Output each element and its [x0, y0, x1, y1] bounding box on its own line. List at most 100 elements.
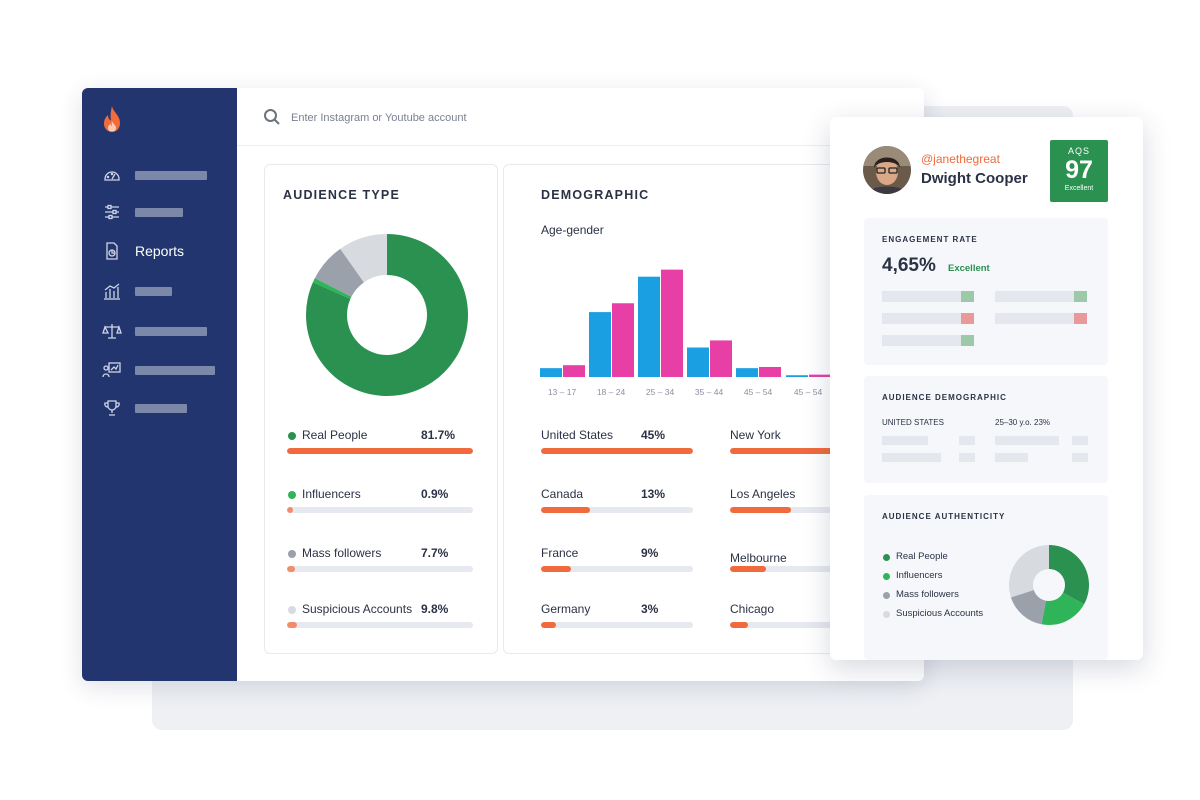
progress-track: [541, 448, 693, 454]
progress-track: [730, 507, 882, 513]
audience-type-value: 81.7%: [421, 428, 456, 442]
progress-track: [730, 448, 882, 454]
sidebar-item-placeholder: [135, 327, 207, 336]
presentation-icon: [102, 362, 121, 378]
age-gender-bar[interactable]: [736, 368, 758, 377]
sidebar-item-analytics[interactable]: [102, 281, 172, 301]
aqs-score: 97: [1065, 156, 1093, 184]
x-tick-label: 45 – 54: [794, 387, 823, 397]
progress-track: [541, 507, 693, 513]
x-tick-label: 13 – 17: [548, 387, 577, 397]
city-label: New York: [730, 428, 781, 442]
reports-icon: [106, 242, 118, 260]
city-label: Melbourne: [730, 551, 787, 565]
age-gender-bar[interactable]: [710, 340, 732, 377]
placeholder-bar: [995, 453, 1028, 462]
age-gender-bar[interactable]: [687, 347, 709, 378]
age-gender-bar[interactable]: [563, 365, 585, 377]
profile-handle[interactable]: @janethegreat: [921, 152, 1000, 166]
audience-type-label: Mass followers: [302, 546, 382, 560]
panel-title: ENGAGEMENT RATE: [882, 235, 978, 244]
age-gender-bar[interactable]: [661, 269, 683, 377]
age-gender-bar[interactable]: [540, 368, 562, 377]
placeholder-bar: [995, 291, 1075, 302]
progress-track: [730, 622, 882, 628]
placeholder-bar: [995, 436, 1059, 445]
placeholder-bar: [882, 436, 928, 445]
progress-fill: [287, 507, 293, 513]
sidebar: Reports: [82, 88, 237, 681]
age-gender-bar[interactable]: [759, 366, 781, 377]
legend-dot: [288, 606, 296, 614]
audience-type-label: Suspicious Accounts: [302, 602, 413, 616]
x-tick-label: 35 – 44: [695, 387, 724, 397]
sidebar-item-reports[interactable]: Reports: [102, 241, 184, 261]
audience-demographic-panel: AUDIENCE DEMOGRAPHIC UNITED STATES 25–30…: [864, 376, 1108, 483]
progress-fill: [730, 622, 749, 628]
placeholder-indicator: [1074, 313, 1087, 324]
top-country: UNITED STATES: [882, 418, 944, 427]
placeholder-bar: [882, 291, 962, 302]
country-value: 3%: [641, 602, 659, 616]
legend-dot: [883, 611, 890, 618]
analytics-icon: [104, 283, 120, 300]
sidebar-item-dashboard[interactable]: [102, 165, 207, 185]
donut-slice[interactable]: [314, 248, 364, 297]
panel-title: AUDIENCE DEMOGRAPHIC: [882, 393, 1007, 402]
sidebar-item-rankings[interactable]: [102, 398, 187, 418]
sidebar-item-placeholder: [135, 404, 187, 413]
aqs-label: AQS: [1067, 146, 1090, 156]
legend-dot: [288, 432, 296, 440]
donut-slice[interactable]: [1009, 545, 1049, 598]
trophy-icon: [104, 400, 120, 416]
age-gender-bar[interactable]: [786, 375, 808, 377]
progress-fill: [541, 566, 572, 572]
age-gender-bar[interactable]: [638, 276, 660, 377]
audience-type-label: Real People: [302, 428, 368, 442]
donut-slice[interactable]: [1010, 589, 1047, 625]
progress-track: [541, 622, 693, 628]
profile-avatar[interactable]: [863, 146, 911, 194]
sidebar-item-label: Reports: [135, 243, 185, 259]
country-value: 45%: [641, 428, 666, 442]
sidebar-item-filters[interactable]: [102, 202, 183, 222]
card-title: AUDIENCE TYPE: [283, 188, 401, 202]
demographic-card: DEMOGRAPHIC Age-gender 13 – 17 18 – 24 25 …: [503, 164, 883, 654]
country-value: 13%: [641, 487, 666, 501]
progress-fill: [730, 566, 767, 572]
progress-fill: [287, 566, 295, 572]
engagement-rate-value: 4,65%: [882, 255, 936, 276]
placeholder-bar: [995, 313, 1075, 324]
progress-track: [730, 566, 882, 572]
placeholder-indicator: [961, 291, 974, 302]
progress-fill: [287, 448, 473, 454]
country-label: France: [541, 546, 579, 560]
age-gender-bar[interactable]: [589, 312, 611, 377]
donut-slice[interactable]: [1041, 592, 1085, 625]
placeholder-indicator: [1074, 291, 1087, 302]
search-input[interactable]: [291, 106, 671, 130]
audience-type-label: Influencers: [302, 487, 361, 501]
progress-track: [287, 622, 473, 628]
donut-slice[interactable]: [340, 234, 387, 283]
age-gender-bar[interactable]: [809, 374, 831, 377]
search-icon[interactable]: [263, 108, 281, 126]
engagement-status: Excellent: [948, 263, 990, 274]
city-label: Los Angeles: [730, 487, 796, 501]
audience-type-value: 7.7%: [421, 546, 449, 560]
sidebar-item-compare[interactable]: [102, 321, 207, 341]
aqs-badge: AQS 97 Excellent: [1050, 140, 1108, 202]
sidebar-item-placeholder: [135, 208, 183, 217]
legend-label: Influencers: [896, 570, 943, 581]
x-tick-label: 18 – 24: [597, 387, 626, 397]
donut-slice[interactable]: [306, 234, 468, 396]
donut-slice[interactable]: [312, 278, 352, 299]
sidebar-item-campaigns[interactable]: [102, 360, 215, 380]
top-search-bar: [237, 88, 924, 146]
donut-slice[interactable]: [1049, 545, 1089, 605]
legend-label: Mass followers: [896, 589, 959, 600]
audience-type-value: 0.9%: [421, 487, 449, 501]
flame-logo-icon[interactable]: [100, 105, 124, 133]
age-gender-bar[interactable]: [612, 303, 634, 377]
progress-track: [287, 507, 473, 513]
